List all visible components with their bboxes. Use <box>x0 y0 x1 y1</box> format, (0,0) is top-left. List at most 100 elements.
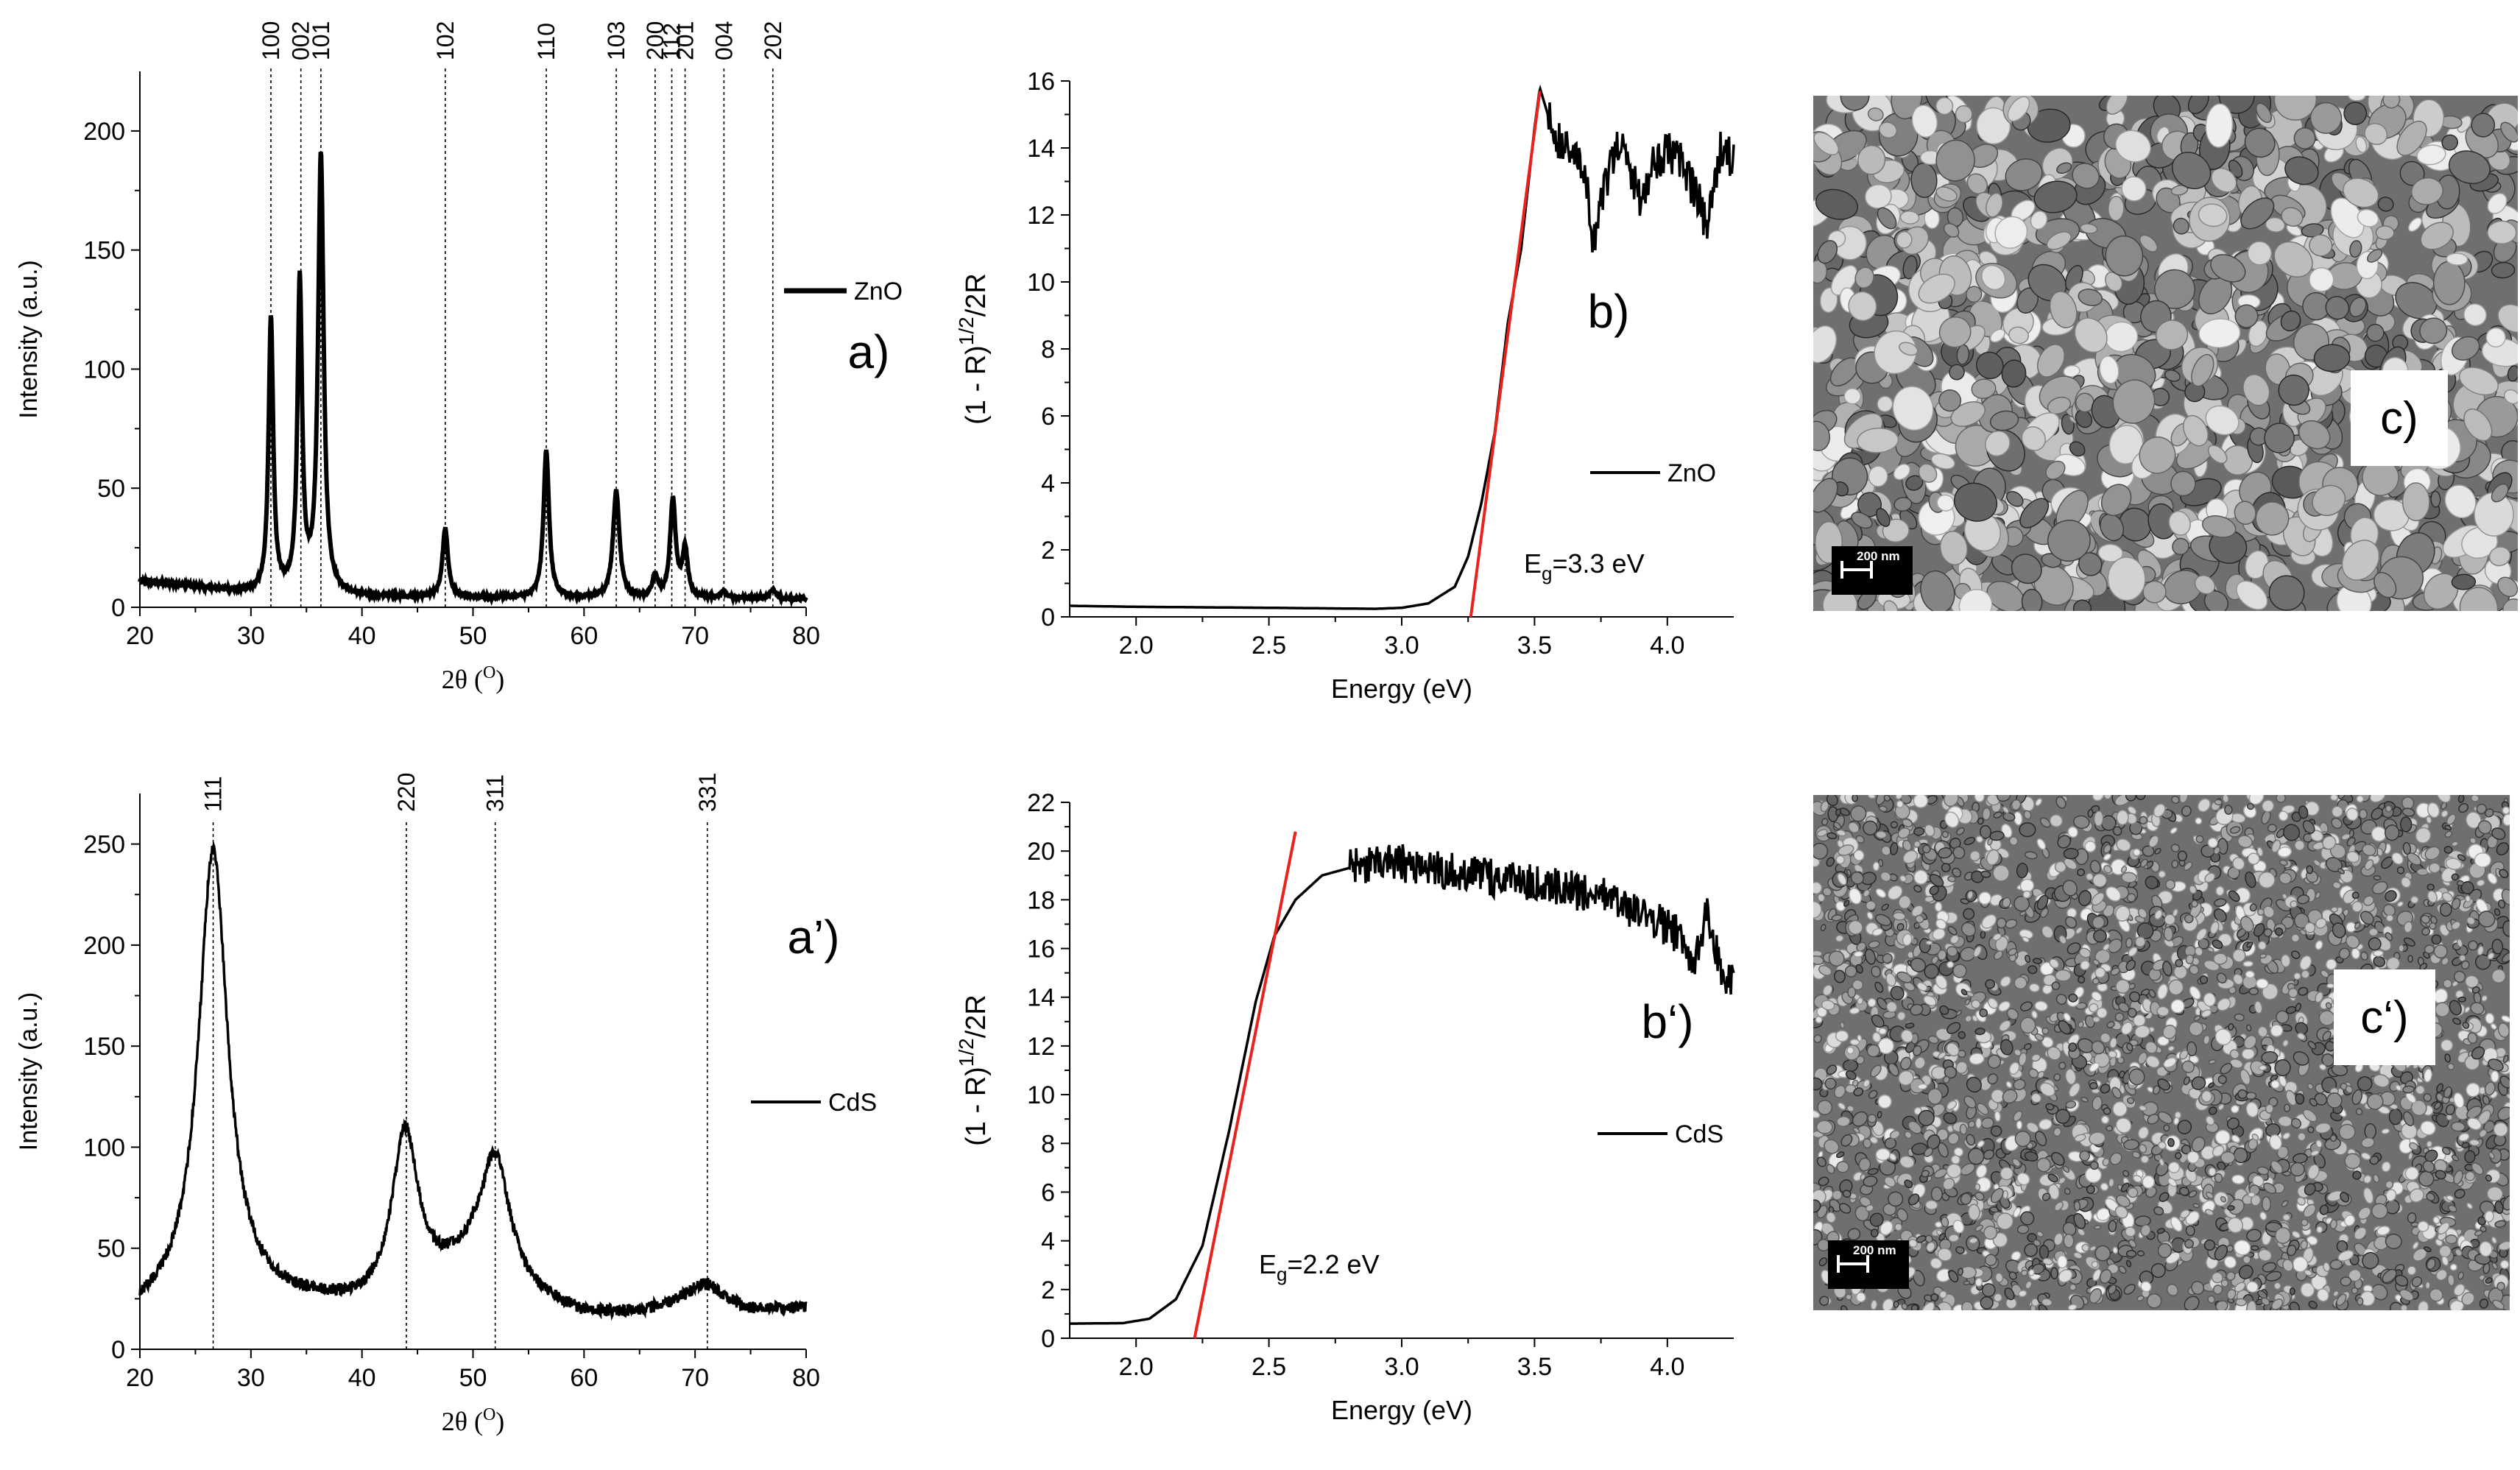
sem-particle <box>1905 475 1924 491</box>
sem-particle <box>2209 921 2220 935</box>
sem-particle <box>2468 1139 2480 1146</box>
sem-particle <box>2053 1127 2062 1137</box>
sem-particle <box>1843 900 1850 907</box>
sem-particle <box>2211 167 2237 193</box>
scale-bar-text: 200 nm <box>1857 549 1900 563</box>
sem-particle <box>2293 127 2316 149</box>
x-tick-label: 30 <box>237 1364 265 1392</box>
sem-particle <box>2136 795 2146 800</box>
sem-particle <box>2212 953 2228 965</box>
sem-particle <box>2309 102 2343 134</box>
sem-particle <box>2049 291 2078 328</box>
x-tick-label: 80 <box>792 622 820 650</box>
sem-particle <box>1868 1089 1878 1099</box>
y-tick-label: 4 <box>1041 1228 1055 1256</box>
sem-particle <box>1868 940 1880 949</box>
sem-particle <box>2205 405 2240 436</box>
y-tick-label: 250 <box>83 831 125 859</box>
sem-particle <box>2313 344 2351 372</box>
sem-particle <box>2307 1083 2314 1090</box>
reflection-label: 220 <box>393 773 420 812</box>
sem-particle <box>2343 102 2368 126</box>
reflection-label: 110 <box>533 23 560 60</box>
sem-particle <box>2270 1080 2281 1089</box>
sem-particle <box>2192 1203 2200 1209</box>
sem-particle <box>2245 970 2255 979</box>
sem-particle <box>2162 961 2173 977</box>
sem-particle <box>2053 1073 2061 1081</box>
sem-particle <box>1974 1028 1986 1036</box>
sem-particle <box>1913 827 1925 836</box>
legend-label: CdS <box>1675 1120 1723 1148</box>
sem-particle <box>2092 795 2105 802</box>
x-axis-label-main: 2θ ( <box>442 665 483 694</box>
sem-particle <box>2357 208 2379 227</box>
sem-particle <box>2125 1250 2137 1258</box>
sem-particle <box>2463 408 2493 442</box>
y-tick-label: 2 <box>1041 1276 1055 1304</box>
sem-particle <box>2164 370 2181 382</box>
reflection-label: 331 <box>694 773 721 812</box>
sem-particle <box>2093 929 2107 943</box>
reflection-label: 111 <box>200 776 227 812</box>
sem-particle <box>1813 420 1830 451</box>
sem-particle <box>2357 1076 2373 1092</box>
sem-particle <box>2212 939 2223 950</box>
x-tick-label: 2.0 <box>1119 1353 1154 1381</box>
sem-particle <box>1949 934 1960 944</box>
sem-particle <box>2332 1290 2340 1297</box>
sem-particle <box>2403 937 2415 947</box>
sem-particle <box>2382 96 2401 109</box>
sem-particle <box>2246 1229 2262 1243</box>
sem-particle <box>2024 851 2038 860</box>
xrd-cds-chart: 20 30 40 50 60 70 80 0 50 100 150 200 250 2θ (O) Inten… <box>15 773 877 1436</box>
panel-label: b‘) <box>1641 995 1693 1048</box>
sem-particle <box>1870 1229 1879 1238</box>
sem-particle <box>2077 868 2086 877</box>
sem-particle <box>2439 902 2452 917</box>
bandgap-annotation-main: E <box>1524 548 1542 579</box>
sem-particle <box>1930 1293 1939 1302</box>
sem-particle <box>2024 1243 2038 1257</box>
sem-particle <box>1854 266 1874 289</box>
sem-particle <box>1941 863 1951 873</box>
sem-particle <box>2156 983 2169 1000</box>
sem-particle <box>1877 1111 1882 1119</box>
sem-particle <box>1922 844 1931 854</box>
sem-particle <box>2112 1100 2128 1117</box>
sem-particle <box>1875 914 1891 927</box>
sem-particle <box>2446 252 2468 266</box>
sem-particle <box>2307 1040 2317 1050</box>
sem-particle <box>2089 1082 2098 1090</box>
sem-particle <box>2294 839 2306 851</box>
sem-particle <box>2400 1304 2408 1310</box>
sem-particle <box>1967 1204 1980 1221</box>
sem-particle <box>2127 805 2137 815</box>
sem-particle <box>1893 463 1910 481</box>
sem-particle <box>1960 1163 1976 1176</box>
sem-particle <box>2364 123 2388 145</box>
sem-particle <box>2277 1115 2293 1128</box>
sem-particle <box>1852 1127 1860 1134</box>
tauc-cds-chart: 2.0 2.5 3.0 3.5 4.0 0 2 4 6 8 10 12 14 16 18 20 22 Energy… <box>955 789 1735 1425</box>
sem-particle <box>1938 389 1962 412</box>
sem-particle <box>2362 1187 2374 1204</box>
sem-particle <box>2366 323 2385 342</box>
sem-particle <box>2198 318 2241 348</box>
sem-particle <box>1847 1228 1861 1241</box>
sem-particle <box>2125 937 2133 949</box>
sem-particle <box>2457 854 2466 861</box>
sem-particle <box>2065 1068 2077 1085</box>
sem-particle <box>2050 1267 2058 1280</box>
sem-particle <box>2499 1259 2510 1270</box>
sem-particle <box>2348 96 2366 102</box>
sem-panel-label-c2: c‘) <box>2334 969 2435 1065</box>
sem-particle <box>2280 310 2301 332</box>
sem-particle <box>2208 1167 2217 1176</box>
sem-particle <box>2027 1233 2037 1243</box>
sem-particle <box>1943 222 1960 238</box>
sem-particle <box>1840 96 1870 111</box>
sem-particle <box>2420 222 2454 250</box>
sem-particle <box>1866 911 1874 920</box>
sem-particle <box>2000 975 2011 988</box>
